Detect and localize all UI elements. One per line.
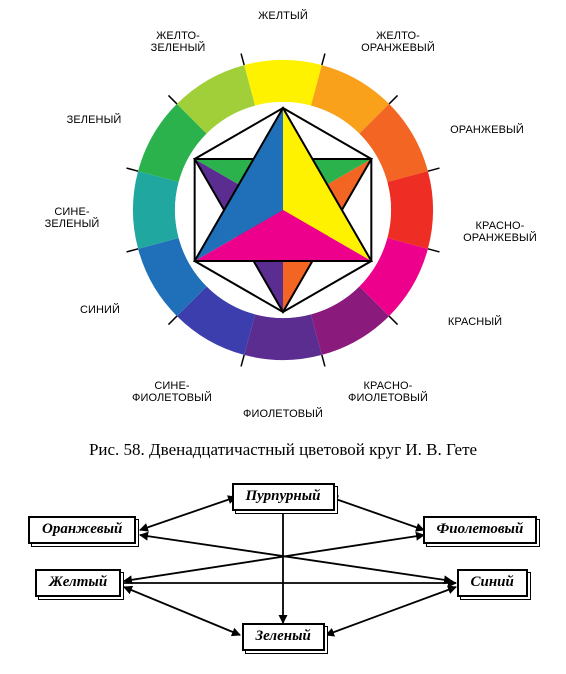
wheel-tick bbox=[322, 54, 325, 66]
figure-caption: Рис. 58. Двенадцатичастный цветовой круг… bbox=[0, 440, 566, 460]
wheel-segment-label: ЗЕЛЕНЫЙ bbox=[67, 114, 122, 126]
wheel-tick bbox=[127, 249, 139, 252]
wheel-segment-label: СИНЕ- ЗЕЛЕНЫЙ bbox=[45, 206, 100, 230]
wheel-tick bbox=[428, 168, 440, 171]
wheel-segment-label: ЖЕЛТЫЙ bbox=[258, 10, 308, 22]
wheel-segment-label: ОРАНЖЕВЫЙ bbox=[450, 124, 524, 136]
wheel-tick bbox=[168, 95, 176, 103]
graph-edge bbox=[330, 497, 424, 530]
wheel-segment-label: КРАСНЫЙ bbox=[448, 316, 502, 328]
graph-edge bbox=[140, 535, 452, 581]
wheel-segment-label: СИНЕ- ФИОЛЕТОВЫЙ bbox=[132, 380, 212, 404]
wheel-tick bbox=[241, 54, 244, 66]
wheel-tick bbox=[322, 355, 325, 367]
graph-edge bbox=[124, 535, 424, 581]
wheel-segment-label: ЖЕЛТО- ОРАНЖЕВЫЙ bbox=[361, 30, 435, 54]
wheel-segment-label: СИНИЙ bbox=[80, 304, 120, 316]
graph-edge bbox=[124, 587, 240, 635]
wheel-segment-label: ФИОЛЕТОВЫЙ bbox=[243, 408, 323, 420]
graph-node-yellow: Желтый bbox=[35, 569, 121, 597]
wheel-segment bbox=[133, 171, 179, 249]
wheel-tick bbox=[168, 316, 176, 324]
graph-node-green: Зеленый bbox=[242, 623, 325, 651]
graph-edge bbox=[140, 497, 236, 530]
wheel-tick bbox=[428, 249, 440, 252]
wheel-segment-label: КРАСНО- ФИОЛЕТОВЫЙ bbox=[348, 380, 428, 404]
graph-edge bbox=[326, 587, 456, 635]
graph-node-purple: Пурпурный bbox=[232, 483, 335, 511]
wheel-tick bbox=[389, 95, 397, 103]
wheel-tick bbox=[389, 316, 397, 324]
graph-node-violet: Фиолетовый bbox=[423, 516, 538, 544]
page: { "wheel": { "type": "color-wheel", "cx"… bbox=[0, 0, 566, 674]
graph-node-blue: Синий bbox=[457, 569, 528, 597]
wheel-segment-label: ЖЕЛТО- ЗЕЛЕНЫЙ bbox=[151, 30, 206, 54]
wheel-segment bbox=[387, 171, 433, 249]
wheel-tick bbox=[127, 168, 139, 171]
wheel-tick bbox=[241, 355, 244, 367]
wheel-segment-label: КРАСНО- ОРАНЖЕВЫЙ bbox=[463, 220, 537, 244]
wheel-segment bbox=[244, 314, 322, 360]
graph-node-orange: Оранжевый bbox=[28, 516, 136, 544]
wheel-segment bbox=[244, 60, 322, 106]
